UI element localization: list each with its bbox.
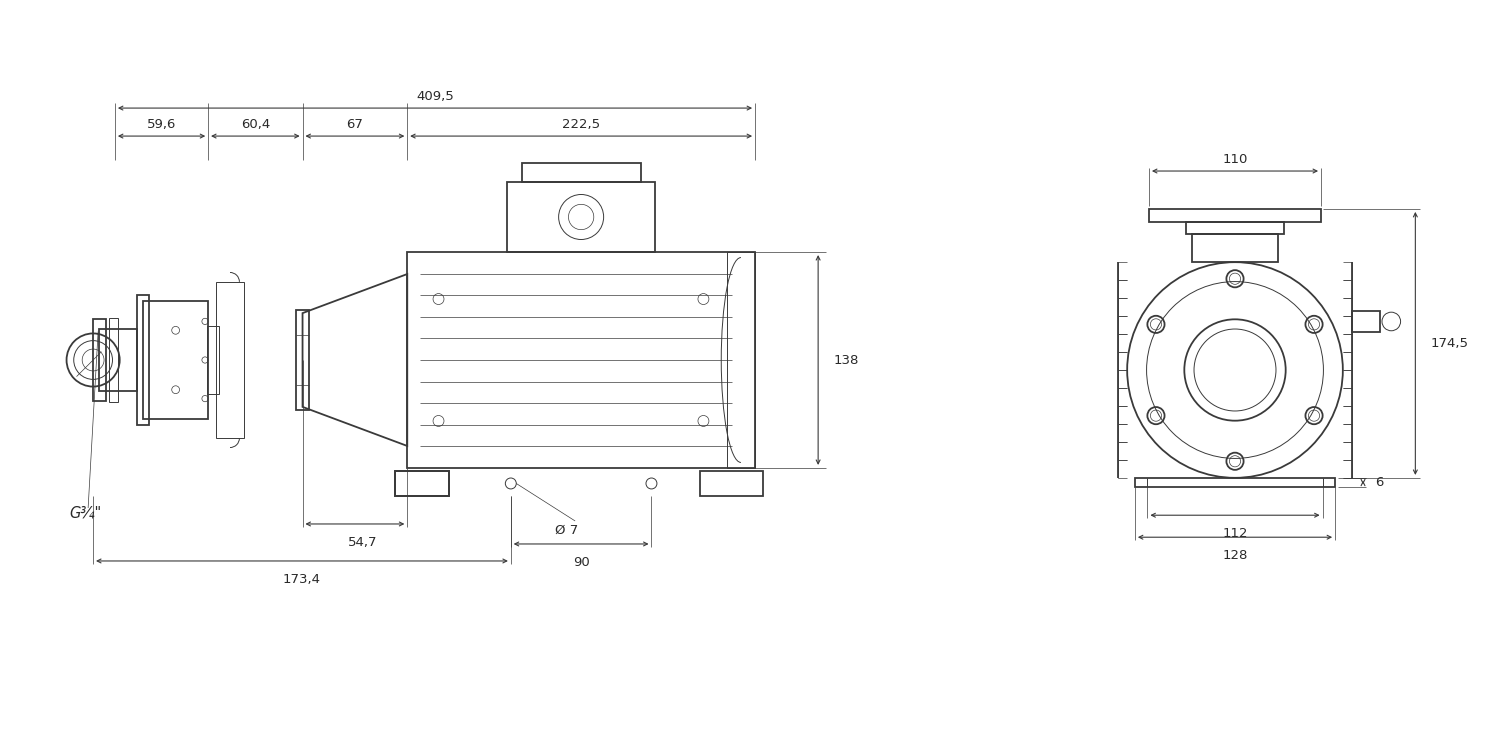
Bar xyxy=(1192,234,1278,262)
Text: G¾": G¾" xyxy=(69,506,100,521)
Bar xyxy=(394,471,450,496)
Bar xyxy=(136,295,150,425)
Bar xyxy=(1136,478,1335,488)
Bar xyxy=(216,282,244,438)
Text: 128: 128 xyxy=(1222,549,1248,562)
Bar xyxy=(108,319,118,401)
Text: 409,5: 409,5 xyxy=(416,89,454,103)
Text: Ø 7: Ø 7 xyxy=(555,524,578,537)
Text: 54,7: 54,7 xyxy=(348,536,378,549)
Bar xyxy=(297,310,309,410)
Text: 6: 6 xyxy=(1376,476,1383,489)
Text: 138: 138 xyxy=(833,353,858,367)
Bar xyxy=(507,182,656,252)
Text: 222,5: 222,5 xyxy=(562,118,600,130)
Text: 67: 67 xyxy=(346,118,363,130)
Bar xyxy=(700,471,764,496)
Text: 174,5: 174,5 xyxy=(1431,337,1468,350)
Bar xyxy=(1185,221,1284,234)
Bar xyxy=(1149,209,1322,221)
Text: 112: 112 xyxy=(1222,527,1248,540)
Text: 90: 90 xyxy=(573,556,590,569)
Text: 110: 110 xyxy=(1222,152,1248,166)
Bar xyxy=(522,163,640,182)
Bar xyxy=(394,471,450,496)
Bar xyxy=(99,328,136,392)
Bar xyxy=(408,252,754,468)
Bar xyxy=(1352,310,1380,332)
Bar xyxy=(142,301,208,419)
Text: 60,4: 60,4 xyxy=(240,118,270,130)
Bar xyxy=(207,326,219,394)
Text: 59,6: 59,6 xyxy=(147,118,177,130)
Bar xyxy=(93,320,105,400)
Text: 173,4: 173,4 xyxy=(284,573,321,586)
Bar xyxy=(728,252,754,468)
